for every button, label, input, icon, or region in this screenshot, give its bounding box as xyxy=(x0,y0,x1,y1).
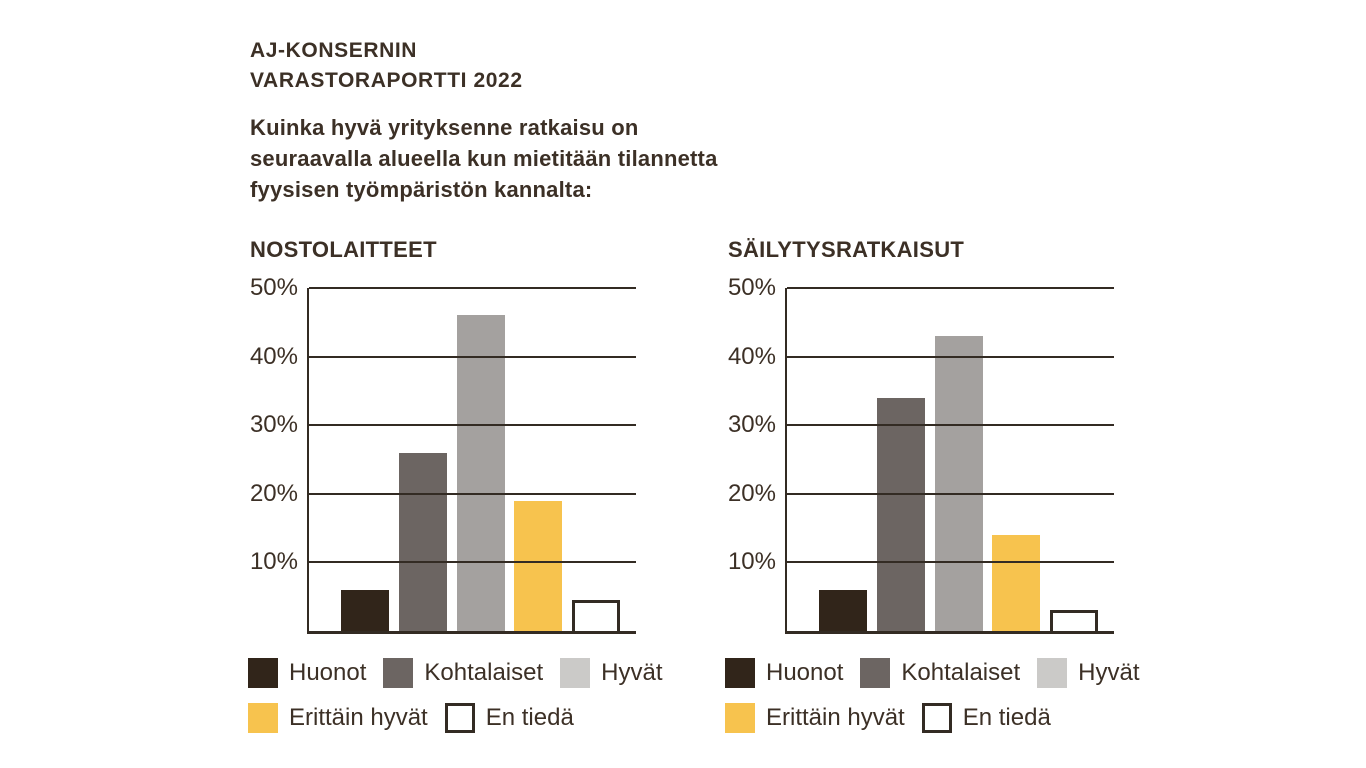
legend-item-en-tied: En tiedä xyxy=(921,703,1051,733)
bars-sailytysratkaisut xyxy=(787,288,1114,631)
bar-hyv-t xyxy=(934,336,983,631)
gridline-50% xyxy=(787,287,1114,289)
legend-swatch-icon-kohtalaiset xyxy=(860,658,891,688)
bar-kohtalaiset xyxy=(398,452,447,631)
legend-swatch-icon-en-tied xyxy=(921,703,952,733)
gridline-50% xyxy=(309,287,636,289)
legend-label-en-tied: En tiedä xyxy=(962,704,1051,731)
bar-eritt-in-hyv-t xyxy=(992,534,1041,631)
legend-swatch-icon-hyv-t xyxy=(1037,658,1068,688)
legend-swatch-icon-hyv-t xyxy=(560,658,591,688)
bar-chart-sailytysratkaisut: 50% 40% 30% 20% 10% xyxy=(718,274,1114,634)
legend-label-kohtalaiset: Kohtalaiset xyxy=(901,659,1021,686)
y-axis-sailytysratkaisut: 50% 40% 30% 20% 10% xyxy=(718,274,785,631)
y-axis-tick-20%: 20% xyxy=(727,479,776,507)
gridline-10% xyxy=(309,561,636,564)
bar-en-tied xyxy=(572,600,620,631)
report-question-line3: fyysisen työmpäristön kannalta: xyxy=(250,177,593,202)
y-axis-tick-20%: 20% xyxy=(249,479,298,507)
bar-eritt-in-hyv-t xyxy=(514,500,563,631)
bar-chart-nostolaitteet: 50% 40% 30% 20% 10% xyxy=(240,274,636,634)
bars-nostolaitteet xyxy=(309,288,636,631)
legend-label-huonot: Huonot xyxy=(766,659,844,686)
legend-label-huonot: Huonot xyxy=(289,659,367,686)
y-axis-tick-40%: 40% xyxy=(249,342,298,370)
legend-swatch-icon-eritt-in-hyv-t xyxy=(725,703,755,733)
chart-title-sailytysratkaisut: SÄILYTYSRATKAISUT xyxy=(728,237,965,262)
bar-kohtalaiset xyxy=(876,397,925,631)
y-axis-tick-40%: 40% xyxy=(727,342,776,370)
legend-item-huonot: Huonot xyxy=(725,658,843,688)
gridline-40% xyxy=(787,355,1114,358)
gridline-20% xyxy=(787,492,1114,495)
y-axis-tick-30%: 30% xyxy=(249,411,298,439)
legend-item-kohtalaiset: Kohtalaiset xyxy=(860,658,1020,688)
legend-nostolaitteet: Huonot Kohtalaiset Hyvät Erittäin hyvät En t… xyxy=(248,658,718,733)
bar-hyv-t xyxy=(456,315,505,631)
gridline-30% xyxy=(787,424,1114,427)
legend-label-kohtalaiset: Kohtalaiset xyxy=(424,659,544,686)
y-axis-tick-50%: 50% xyxy=(727,274,776,301)
report-title-line1: AJ-KONSERNIN xyxy=(250,39,418,62)
gridline-20% xyxy=(309,492,636,495)
report-title-line2: VARASTORAPORTTI 2022 xyxy=(250,69,523,92)
gridline-10% xyxy=(787,561,1114,564)
y-axis-tick-10%: 10% xyxy=(249,548,298,576)
legend-swatch-icon-huonot xyxy=(725,658,755,688)
bar-huonot xyxy=(819,589,867,631)
legend-sailytysratkaisut: Huonot Kohtalaiset Hyvät Erittäin hyvät En t… xyxy=(725,658,1195,733)
report-question: Kuinka hyvä yrityksenne ratkaisu on seur… xyxy=(250,112,718,205)
legend-swatch-icon-kohtalaiset xyxy=(383,658,414,688)
legend-label-hyv-t: Hyvät xyxy=(601,659,663,686)
legend-swatch-icon-huonot xyxy=(248,658,278,688)
legend-label-en-tied: En tiedä xyxy=(485,704,574,731)
y-axis-nostolaitteet: 50% 40% 30% 20% 10% xyxy=(240,274,307,631)
legend-label-eritt-in-hyv-t: Erittäin hyvät xyxy=(766,704,905,731)
report-question-line2: seuraavalla alueella kun mietitään tilan… xyxy=(250,146,718,171)
legend-label-eritt-in-hyv-t: Erittäin hyvät xyxy=(289,704,428,731)
bar-huonot xyxy=(341,589,389,631)
gridline-40% xyxy=(309,355,636,358)
chart-title-nostolaitteet: NOSTOLAITTEET xyxy=(250,237,437,262)
legend-item-en-tied: En tiedä xyxy=(444,703,574,733)
y-axis-tick-50%: 50% xyxy=(249,274,298,301)
legend-swatch-icon-en-tied xyxy=(444,703,475,733)
y-axis-tick-30%: 30% xyxy=(727,411,776,439)
legend-item-hyv-t: Hyvät xyxy=(1037,658,1140,688)
y-axis-tick-10%: 10% xyxy=(727,548,776,576)
report-title: AJ-KONSERNIN VARASTORAPORTTI 2022 xyxy=(250,36,523,96)
plot-area-sailytysratkaisut xyxy=(785,287,1114,634)
gridline-30% xyxy=(309,424,636,427)
bar-en-tied xyxy=(1050,610,1098,631)
legend-item-kohtalaiset: Kohtalaiset xyxy=(383,658,543,688)
legend-label-hyv-t: Hyvät xyxy=(1078,659,1140,686)
plot-area-nostolaitteet xyxy=(307,287,636,634)
legend-item-eritt-in-hyv-t: Erittäin hyvät xyxy=(725,703,905,733)
legend-item-eritt-in-hyv-t: Erittäin hyvät xyxy=(248,703,428,733)
report-question-line1: Kuinka hyvä yrityksenne ratkaisu on xyxy=(250,115,639,140)
legend-item-hyv-t: Hyvät xyxy=(560,658,663,688)
legend-swatch-icon-eritt-in-hyv-t xyxy=(248,703,278,733)
legend-item-huonot: Huonot xyxy=(248,658,366,688)
